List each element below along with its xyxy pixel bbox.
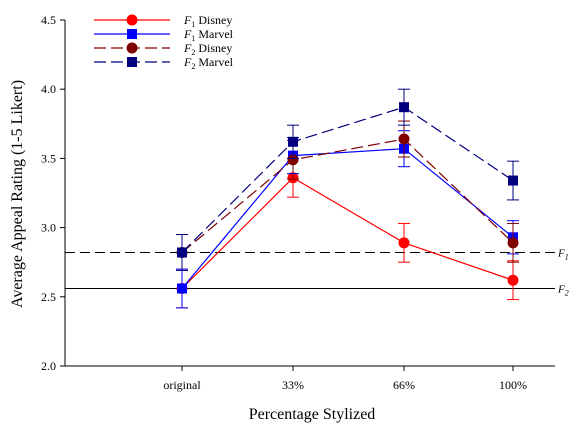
series-f2-marvel	[176, 88, 519, 272]
series-f1-marvel	[176, 130, 519, 309]
legend-marker	[127, 57, 137, 67]
legend-label-main: F	[183, 13, 192, 27]
x-tick-label: original	[163, 378, 201, 392]
reference-line-label-sub: 1	[565, 253, 569, 262]
series-line	[181, 148, 514, 289]
data-point	[398, 237, 410, 249]
legend-label-rest: Disney	[195, 41, 232, 55]
x-axis-ticks: original 33% 66% 100%	[163, 366, 527, 392]
data-point	[507, 274, 519, 286]
legend-marker	[126, 42, 138, 54]
axes	[64, 20, 555, 367]
y-axis-title: Average Appeal Rating (1-5 Likert)	[9, 80, 26, 308]
series-f1-disney	[176, 157, 519, 309]
legend-label: F1 Marvel	[183, 27, 234, 43]
legend-label: F2 Marvel	[183, 55, 234, 71]
y-tick-label: 2.0	[41, 359, 56, 373]
x-axis-title: Percentage Stylized	[249, 406, 376, 423]
y-tick-label: 3.0	[41, 221, 56, 235]
legend-item: F1 Marvel	[94, 27, 234, 43]
series-line	[181, 138, 514, 253]
x-tick-label: 100%	[499, 378, 527, 392]
x-tick-label: 33%	[282, 378, 304, 392]
legend-label: F2 Disney	[183, 41, 232, 57]
data-series	[176, 88, 519, 309]
y-tick-label: 2.5	[41, 290, 56, 304]
data-point	[288, 136, 298, 147]
y-axis-ticks: 2.0 2.5 3.0 3.5 4.0 4.5	[41, 13, 65, 373]
reference-line-label: F1	[557, 248, 569, 262]
legend-label-rest: Marvel	[195, 55, 233, 69]
reference-line-label: F2	[557, 283, 569, 297]
x-tick-label: 66%	[393, 378, 415, 392]
data-point	[398, 133, 410, 145]
legend-label-main: F	[183, 27, 192, 41]
series-line	[181, 177, 514, 289]
data-point	[507, 237, 519, 249]
legend-item: F2 Disney	[94, 41, 232, 57]
y-tick-label: 4.5	[41, 13, 56, 27]
legend-marker	[126, 14, 138, 26]
legend-label-rest: Disney	[195, 13, 232, 27]
data-point	[177, 283, 187, 294]
legend-label-sub: 1	[191, 20, 195, 29]
legend-item: F2 Marvel	[94, 55, 234, 71]
legend-label-main: F	[183, 41, 192, 55]
legend-label: F1 Disney	[183, 13, 232, 29]
data-point	[508, 175, 518, 186]
legend-marker	[127, 29, 137, 39]
data-point	[177, 247, 187, 258]
legend-label-main: F	[183, 55, 192, 69]
data-point	[399, 102, 409, 113]
reference-line-label-sub: 2	[565, 288, 569, 297]
reference-line-label-main: F	[557, 283, 565, 295]
legend-label-sub: 2	[191, 62, 195, 71]
legend-label-sub: 1	[191, 34, 195, 43]
y-tick-label: 3.5	[41, 151, 56, 165]
legend-label-sub: 2	[191, 48, 195, 57]
series-f2-disney	[176, 120, 519, 272]
legend-item: F1 Disney	[94, 13, 232, 29]
legend-label-rest: Marvel	[195, 27, 233, 41]
y-tick-label: 4.0	[41, 82, 56, 96]
series-line	[181, 106, 514, 253]
reference-line-label-main: F	[557, 248, 565, 260]
